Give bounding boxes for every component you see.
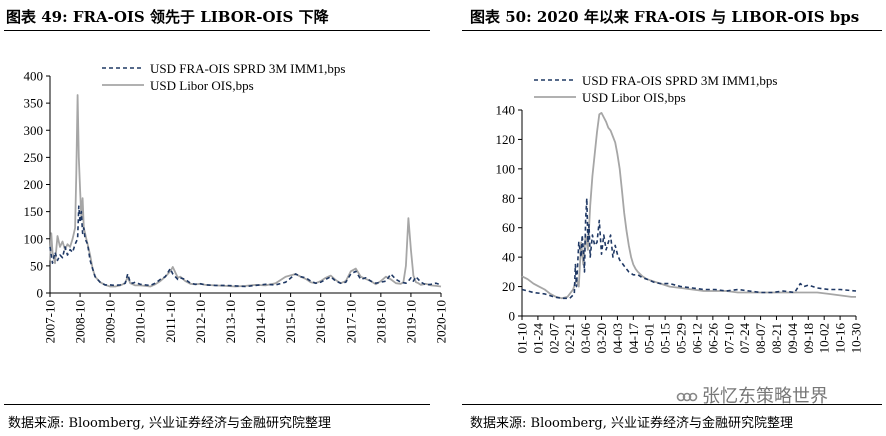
x-tick-label: 2017-10	[343, 300, 358, 343]
x-tick-label: 07-24	[737, 323, 752, 354]
x-tick-label: 08-21	[769, 323, 784, 353]
right-source-rule	[462, 404, 882, 405]
left-source-rule	[4, 404, 430, 405]
y-tick-label: 200	[24, 177, 44, 192]
x-tick-label: 2012-10	[193, 300, 208, 343]
y-tick-label: 300	[24, 123, 44, 138]
x-tick-label: 10-16	[833, 323, 848, 354]
y-tick-label: 40	[502, 250, 515, 265]
series-line-libor-ois	[521, 112, 856, 300]
right-chart-title: 图表 50: 2020 年以来 FRA-OIS 与 LIBOR-OIS bps	[470, 8, 860, 26]
y-tick-label: 150	[24, 204, 44, 219]
x-tick-label: 2007-10	[43, 300, 58, 343]
x-tick-label: 03-06	[578, 323, 593, 354]
legend-label-fra-ois: USD FRA-OIS SPRD 3M IMM1,bps	[150, 61, 345, 76]
x-tick-label: 06-26	[705, 323, 720, 354]
left-line-chart: 0 50 100 150 200 250 300 350 400 2007-10 2008-10 20…	[24, 61, 449, 343]
x-tick-label: 2018-10	[373, 300, 388, 343]
x-tick-label: 10-02	[817, 323, 832, 353]
x-tick-label: 09-18	[801, 323, 816, 353]
x-tick-label: 2009-10	[103, 300, 118, 343]
y-tick-label: 0	[509, 309, 516, 324]
x-tick-label: 05-01	[642, 323, 657, 353]
x-tick-label: 05-29	[674, 323, 689, 353]
y-tick-label: 80	[502, 191, 515, 206]
x-tick-label: 2010-10	[133, 300, 148, 343]
y-tick-label: 100	[496, 161, 516, 176]
series-line-fra-ois	[521, 197, 857, 300]
y-tick-label: 400	[24, 69, 44, 84]
x-tick-label: 2013-10	[223, 300, 238, 343]
x-tick-label: 02-21	[562, 323, 577, 353]
y-tick-label: 60	[502, 220, 515, 235]
x-tick-label: 04-03	[610, 323, 625, 353]
legend-label-libor-ois: USD Libor OIS,bps	[150, 78, 254, 93]
legend-label-libor-ois: USD Libor OIS,bps	[582, 90, 686, 105]
wechat-logo-icon	[676, 392, 698, 402]
x-tick-label: 2014-10	[253, 300, 268, 343]
y-tick-label: 350	[24, 96, 44, 111]
y-tick-label: 20	[502, 279, 515, 294]
x-tick-label: 2011-10	[163, 300, 178, 343]
x-tick-label: 2019-10	[403, 300, 418, 343]
x-tick-label: 2016-10	[313, 300, 328, 343]
y-tick-label: 250	[24, 150, 44, 165]
series-line-libor-ois	[49, 94, 442, 288]
y-tick-label: 140	[496, 103, 516, 118]
legend-label-fra-ois: USD FRA-OIS SPRD 3M IMM1,bps	[582, 73, 777, 88]
left-source-note: 数据来源: Bloomberg, 兴业证券经济与金融研究院整理	[8, 416, 332, 431]
left-title-rule	[4, 30, 430, 31]
y-tick-label: 100	[24, 231, 44, 246]
y-tick-label: 50	[30, 258, 43, 273]
x-tick-label: 08-07	[753, 323, 768, 354]
x-tick-label: 10-30	[849, 323, 864, 353]
x-tick-label: 2020-10	[434, 300, 449, 343]
x-tick-label: 03-20	[594, 323, 609, 353]
x-tick-label: 2008-10	[73, 300, 88, 343]
left-chart-title: 图表 49: FRA-OIS 领先于 LIBOR-OIS 下降	[6, 8, 329, 26]
x-tick-label: 2015-10	[283, 300, 298, 343]
x-tick-label: 01-10	[515, 323, 530, 353]
x-tick-label: 07-10	[721, 323, 736, 353]
watermark-text: 张忆东策略世界	[702, 386, 828, 407]
x-tick-label: 01-24	[530, 323, 545, 354]
y-tick-label: 120	[496, 132, 516, 147]
x-tick-label: 02-07	[546, 323, 561, 354]
x-tick-label: 06-12	[689, 323, 704, 353]
watermark: 张忆东策略世界	[676, 382, 828, 408]
x-tick-label: 09-04	[785, 323, 800, 354]
y-tick-label: 0	[37, 286, 44, 301]
series-line-fra-ois	[49, 205, 442, 288]
x-tick-label: 04-17	[626, 323, 641, 354]
right-source-note: 数据来源: Bloomberg, 兴业证券经济与金融研究院整理	[470, 416, 794, 431]
x-tick-label: 05-15	[658, 323, 673, 353]
right-title-rule	[462, 30, 882, 31]
